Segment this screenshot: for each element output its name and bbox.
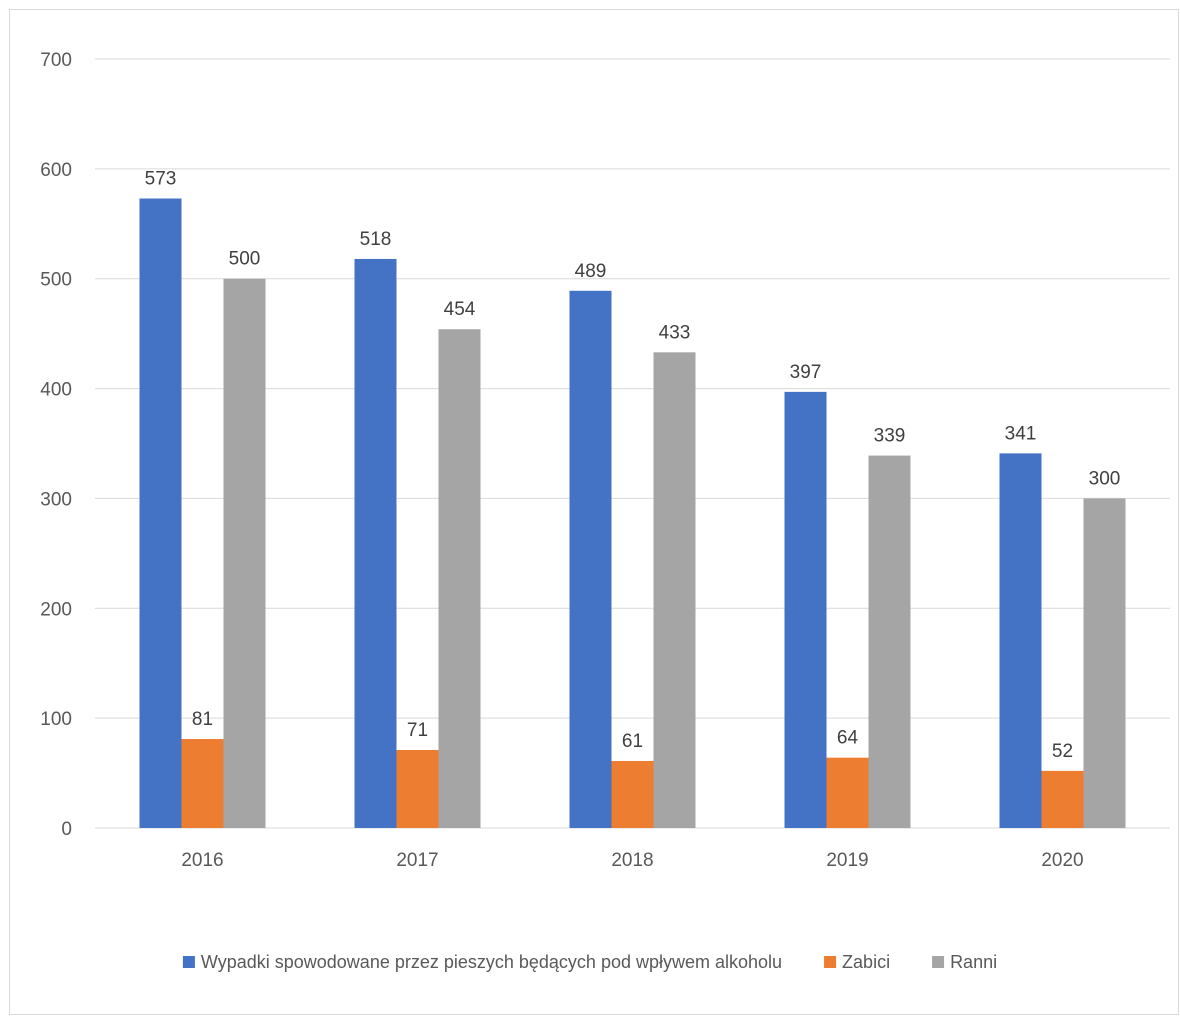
data-label: 454 (444, 299, 476, 320)
data-label: 61 (622, 731, 643, 752)
y-tick-label: 500 (40, 270, 72, 291)
data-label: 71 (407, 720, 428, 741)
data-label: 518 (360, 229, 392, 250)
data-label: 81 (192, 709, 213, 730)
bar-2019-series-0 (784, 391, 827, 828)
bar-2018-series-1 (611, 760, 654, 828)
data-label: 52 (1052, 741, 1073, 762)
y-tick-label: 0 (61, 819, 72, 840)
bar-2020-series-0 (999, 453, 1042, 828)
x-tick-label: 2016 (181, 850, 223, 871)
y-tick-label: 200 (40, 599, 72, 620)
data-labels: 573 81 500 518 71 454 489 61 433 397 64 339 341 52 300 (145, 169, 1121, 762)
data-label: 397 (790, 362, 822, 383)
bar-2020-series-2 (1083, 498, 1126, 828)
data-label: 433 (659, 322, 691, 343)
y-axis-ticks: 0 100 200 300 400 500 600 700 (40, 50, 72, 840)
y-tick-label: 700 (40, 50, 72, 71)
bar-2019-series-1 (826, 757, 869, 828)
bar-2016-series-2 (223, 278, 266, 828)
data-label: 64 (837, 728, 859, 749)
bar-2017-series-0 (354, 258, 397, 828)
legend: Wypadki spowodowane przez pieszych będąc… (182, 952, 997, 972)
y-tick-label: 300 (40, 489, 72, 510)
data-label: 300 (1089, 468, 1121, 489)
legend-label: Ranni (950, 952, 997, 972)
bar-2017-series-1 (396, 750, 439, 828)
bars (139, 198, 1126, 829)
data-label: 489 (575, 261, 607, 282)
bar-2020-series-1 (1041, 770, 1084, 828)
legend-label: Wypadki spowodowane przez pieszych będąc… (201, 952, 782, 972)
x-tick-label: 2020 (1041, 850, 1083, 871)
bar-2018-series-0 (569, 290, 612, 828)
bar-2018-series-2 (653, 352, 696, 828)
legend-swatch-series-0 (182, 956, 195, 968)
data-label: 500 (229, 249, 261, 270)
legend-label: Zabici (842, 952, 890, 972)
legend-swatch-series-1 (824, 956, 837, 968)
gridlines (95, 58, 1170, 829)
y-tick-label: 100 (40, 709, 72, 730)
data-label: 573 (145, 169, 177, 190)
bar-2016-series-0 (139, 198, 182, 829)
bar-2019-series-2 (868, 455, 911, 828)
bar-2016-series-1 (181, 739, 224, 828)
data-label: 341 (1005, 423, 1037, 444)
data-label: 339 (874, 426, 906, 447)
legend-swatch-series-2 (932, 956, 945, 968)
y-tick-label: 400 (40, 380, 72, 401)
x-tick-label: 2019 (826, 850, 868, 871)
bar-2017-series-2 (438, 329, 481, 828)
x-axis-ticks: 2016 2017 2018 2019 2020 (181, 850, 1083, 871)
y-tick-label: 600 (40, 160, 72, 181)
x-tick-label: 2017 (396, 850, 438, 871)
x-tick-label: 2018 (611, 850, 653, 871)
